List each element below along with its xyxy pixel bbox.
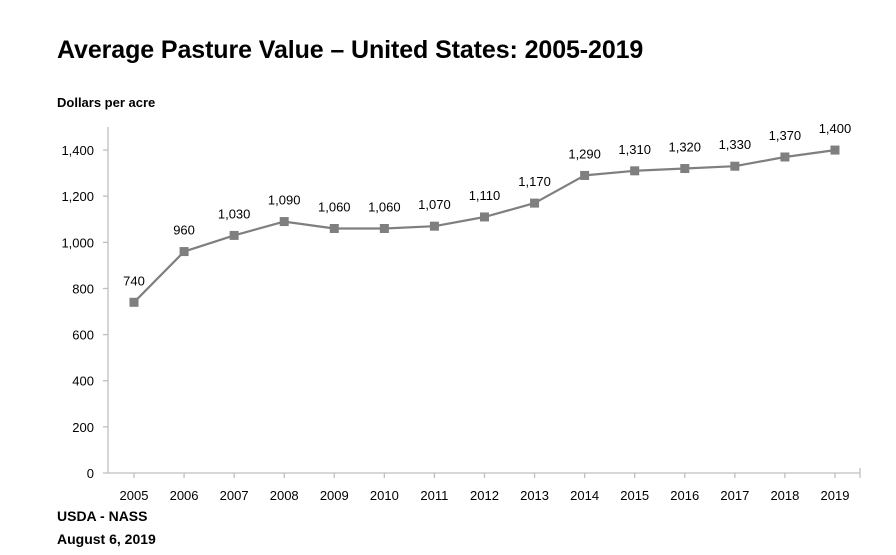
data-label: 1,320 — [668, 140, 701, 155]
x-tick-label: 2017 — [720, 488, 749, 503]
x-tick-label: 2011 — [420, 488, 448, 503]
x-tick-label: 2019 — [821, 488, 850, 503]
data-point — [479, 212, 489, 222]
data-label: 1,030 — [218, 206, 251, 221]
series — [129, 145, 840, 307]
data-label: 1,290 — [568, 146, 601, 161]
x-tick-labels: 2005 2006 2007 2008 2009 2010 2011 2012 2013 2014… — [120, 488, 850, 503]
data-point — [329, 223, 339, 233]
data-label: 1,310 — [618, 142, 651, 157]
data-point — [179, 247, 189, 257]
y-tick-label: 1,200 — [61, 189, 94, 204]
data-label: 1,060 — [318, 199, 351, 214]
data-label: 1,400 — [819, 121, 852, 136]
y-axis-label: Dollars per acre — [57, 95, 156, 110]
y-tick-label: 1,400 — [61, 143, 94, 158]
source-label: USDA - NASS — [57, 508, 148, 524]
chart-title: Average Pasture Value – United States: 2… — [57, 36, 644, 64]
data-label: 1,060 — [368, 199, 401, 214]
x-tick-label: 2007 — [220, 488, 249, 503]
data-label: 1,330 — [719, 137, 752, 152]
x-tick-label: 2016 — [670, 488, 699, 503]
x-tick-label: 2013 — [520, 488, 549, 503]
data-point — [129, 297, 139, 307]
x-tick-label: 2012 — [470, 488, 499, 503]
data-point — [379, 223, 389, 233]
data-point — [680, 164, 690, 174]
date-label: August 6, 2019 — [57, 531, 156, 547]
series-line — [133, 149, 836, 304]
data-label: 960 — [173, 223, 195, 238]
y-tick-label: 1,000 — [61, 235, 94, 250]
y-tick-label: 0 — [87, 466, 94, 481]
data-point — [780, 152, 790, 162]
data-label: 1,370 — [769, 128, 802, 143]
y-tick-label: 200 — [72, 420, 94, 435]
x-tick-label: 2006 — [170, 488, 199, 503]
data-labels: 740 960 1,030 1,090 1,060 1,060 1,070 1,110 1,17… — [123, 121, 851, 288]
y-tick-labels: 0 200 400 600 800 1,000 1,200 1,400 — [61, 143, 94, 481]
data-label: 1,070 — [418, 197, 451, 212]
x-tick-label: 2014 — [570, 488, 599, 503]
data-point — [580, 170, 590, 180]
y-tick-label: 400 — [72, 374, 94, 389]
data-point — [830, 145, 840, 155]
data-label: 1,170 — [518, 174, 551, 189]
axes — [103, 127, 861, 478]
data-point — [229, 230, 239, 240]
data-label: 740 — [123, 273, 145, 288]
data-label: 1,110 — [469, 188, 501, 203]
x-tick-label: 2010 — [370, 488, 399, 503]
data-point — [279, 217, 289, 227]
y-tick-label: 600 — [72, 328, 94, 343]
x-tick-label: 2015 — [620, 488, 649, 503]
data-point — [429, 221, 439, 231]
x-tick-label: 2005 — [120, 488, 149, 503]
data-point — [730, 161, 740, 171]
data-point — [530, 198, 540, 208]
x-tick-label: 2008 — [270, 488, 299, 503]
x-tick-label: 2009 — [320, 488, 349, 503]
y-tick-label: 800 — [72, 281, 94, 296]
x-tick-label: 2018 — [770, 488, 799, 503]
data-label: 1,090 — [268, 193, 301, 208]
data-point — [630, 166, 640, 176]
